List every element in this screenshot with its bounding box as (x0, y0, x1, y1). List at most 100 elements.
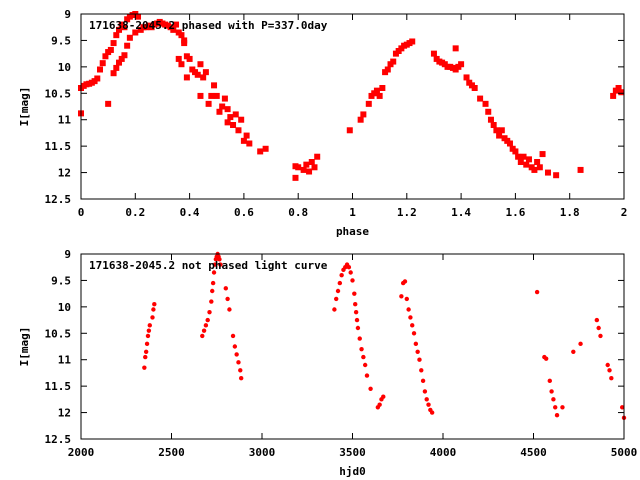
phased-data-point (458, 61, 465, 68)
phased-data-point (430, 50, 437, 57)
phased-y-tick-label: 10.5 (45, 87, 72, 100)
phased-x-tick-label: 0.8 (288, 206, 308, 219)
phased-data-point (186, 55, 193, 62)
unphased-data-point (534, 289, 540, 295)
unphased-data-point (218, 262, 223, 267)
unphased-data-point (332, 307, 337, 312)
unphased-x-tick-label: 3500 (339, 446, 366, 459)
phased-data-point (94, 75, 101, 82)
unphased-y-tick-label: 10 (58, 301, 71, 314)
unphased-data-point (415, 349, 420, 354)
unphased-data-point (353, 302, 358, 307)
phased-data-point (219, 103, 226, 110)
phased-data-point (257, 148, 264, 155)
unphased-data-point (350, 278, 355, 283)
unphased-data-point (207, 309, 212, 315)
unphased-data-point (236, 360, 241, 365)
phased-y-tick-label: 11 (58, 114, 72, 127)
unphased-data-point (146, 328, 152, 333)
phased-data-point (99, 60, 106, 67)
unphased-data-point (410, 323, 415, 328)
phased-x-axis-label: phase (336, 225, 369, 238)
phased-data-point (615, 85, 622, 91)
unphased-data-point (619, 405, 625, 410)
unphased-x-tick-label: 4500 (520, 446, 547, 459)
phased-data-point (534, 159, 541, 165)
phased-data-point (178, 61, 185, 68)
unphased-data-point (352, 291, 357, 296)
phased-data-point (194, 71, 201, 78)
unphased-data-point (411, 331, 417, 336)
unphased-axis-ticks: 2000 2500 3000 3500 4000 4500 5000 9 9.5 10 10.5 11… (45, 248, 638, 459)
phased-data-point (485, 108, 492, 115)
unphased-y-tick-label: 9.5 (51, 274, 71, 287)
unphased-data-point (419, 368, 424, 373)
phased-data-point (512, 148, 519, 155)
phased-data-point (523, 161, 530, 168)
phased-data-point (373, 87, 380, 94)
phased-y-tick-label: 12 (58, 167, 71, 180)
unphased-data-point (225, 296, 230, 302)
phased-data-point (238, 116, 245, 123)
phased-data-point (490, 122, 497, 128)
phased-x-tick-label: 0 (78, 206, 85, 219)
unphased-data-point (605, 362, 610, 368)
phased-data-point (121, 24, 128, 31)
unphased-data-point (362, 362, 368, 368)
phased-data-points (78, 11, 625, 181)
phased-data-point (390, 58, 397, 65)
phased-data-point (482, 100, 489, 107)
unphased-data-point (201, 328, 207, 333)
unphased-data-point (596, 325, 601, 331)
phased-data-point (216, 108, 223, 115)
phased-data-point (107, 46, 114, 53)
phased-x-tick-label: 2 (621, 206, 628, 219)
phased-data-point (213, 92, 220, 99)
unphased-data-points (142, 251, 627, 421)
phased-data-point (577, 166, 584, 173)
phased-data-point (197, 92, 204, 99)
unphased-data-point (549, 389, 554, 394)
phased-data-point (525, 156, 532, 163)
unphased-data-point (346, 265, 352, 270)
unphased-data-point (232, 344, 238, 349)
unphased-data-point (144, 341, 150, 347)
phased-y-tick-label: 9.5 (51, 34, 71, 47)
unphased-data-point (408, 315, 413, 320)
phased-axis-ticks: 0 0.2 0.4 0.6 0.8 1 1.2 1.4 1.6 1.8 2 9 9.5 10 10.5 11 1… (45, 8, 628, 219)
unphased-data-point (543, 356, 549, 361)
unphased-data-point (368, 386, 373, 391)
unphased-light-curve-chart: 2000 2500 3000 3500 4000 4500 5000 9 9.5 10 10.5 11… (18, 248, 637, 478)
unphased-data-point (554, 413, 560, 418)
unphased-data-point (211, 270, 217, 275)
phased-data-point (232, 111, 239, 118)
unphased-data-point (607, 368, 612, 373)
phased-data-point (292, 174, 299, 181)
unphased-data-point (147, 323, 152, 328)
phased-data-point (178, 32, 185, 39)
phased-data-point (346, 127, 353, 134)
phased-data-point (487, 116, 494, 123)
phased-light-curve-chart: 0 0.2 0.4 0.6 0.8 1 1.2 1.4 1.6 1.8 2 9 9.5 10 10.5 11 1… (18, 8, 627, 238)
phased-data-point (308, 159, 315, 165)
unphased-data-point (238, 368, 243, 373)
phased-data-point (173, 21, 180, 28)
phased-data-point (102, 53, 109, 60)
phased-x-tick-label: 0.2 (125, 206, 145, 219)
phased-data-point (544, 169, 551, 176)
unphased-data-point (402, 279, 408, 284)
unphased-data-point (547, 378, 552, 384)
unphased-data-point (404, 296, 409, 302)
phased-x-tick-label: 0.4 (180, 206, 200, 219)
unphased-data-point (594, 317, 600, 323)
unphased-data-point (598, 333, 603, 339)
phased-data-point (200, 74, 207, 81)
unphased-data-point (223, 286, 228, 291)
unphased-data-point (357, 336, 362, 341)
unphased-data-point (560, 405, 565, 410)
unphased-x-axis-label: hjd0 (339, 465, 366, 478)
unphased-data-point (238, 376, 244, 381)
phased-data-point (452, 45, 459, 52)
unphased-data-point (361, 354, 366, 360)
phased-data-point (116, 26, 123, 33)
